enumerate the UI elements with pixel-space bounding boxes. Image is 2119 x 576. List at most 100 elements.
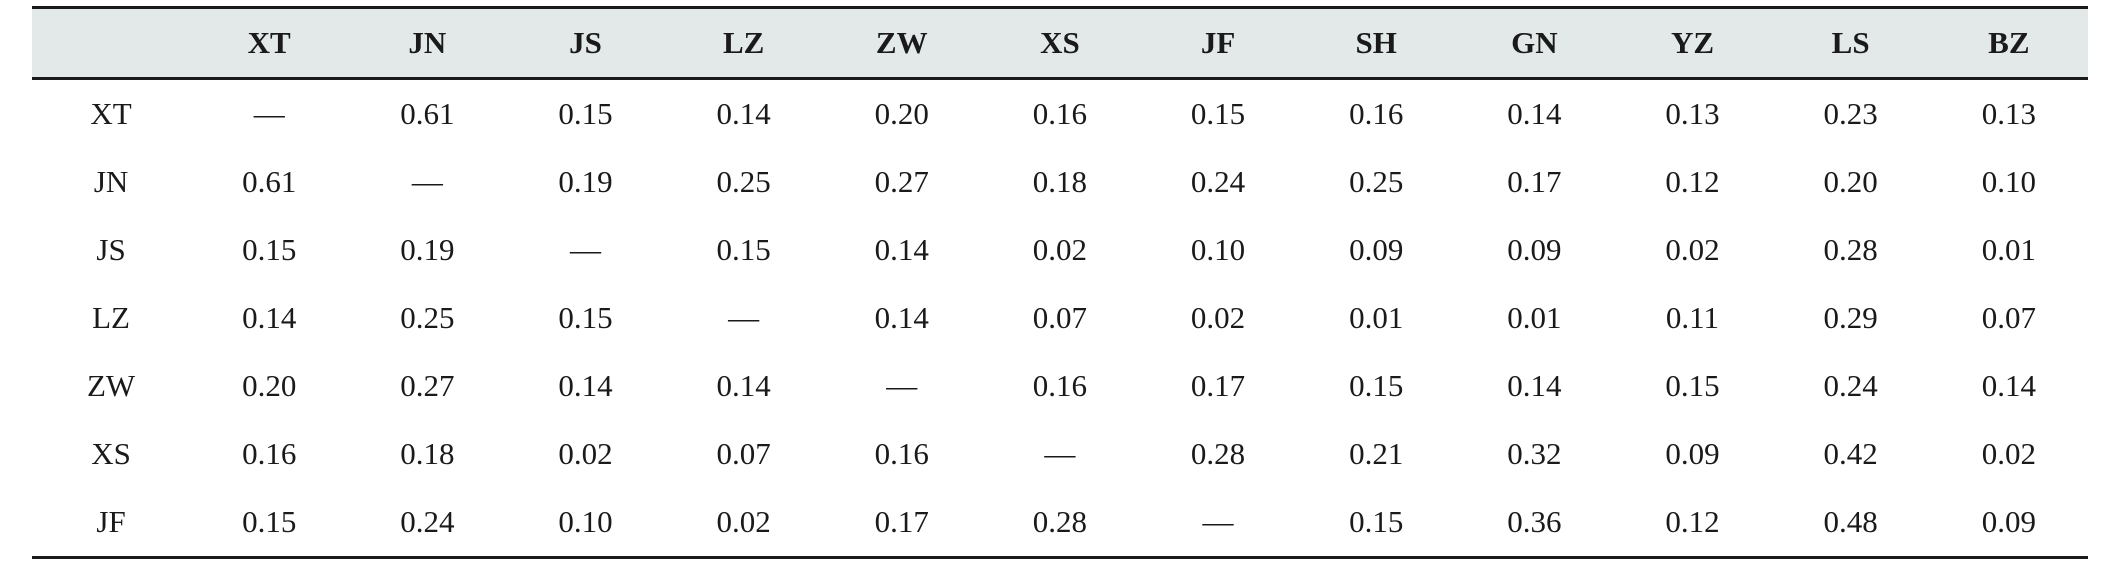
table-cell: 0.18 (1032, 164, 1088, 199)
table-row: JN 0.61 — 0.19 0.25 0.27 0.18 0.24 0.25 0.17 0.12 0… (32, 148, 2088, 216)
column-header: GN (1455, 6, 1614, 80)
table-cell: 0.09 (1665, 436, 1720, 471)
column-header: JN (348, 6, 507, 80)
table-row: JS 0.15 0.19 — 0.15 0.14 0.02 0.10 0.09 0.09 0.02 0… (32, 216, 2088, 284)
table-cell: 0.15 (716, 232, 771, 267)
table-cell: 0.07 (716, 436, 771, 471)
table-cell: 0.15 (190, 488, 349, 559)
table-cell: 0.02 (1190, 300, 1246, 335)
column-header: LS (1771, 6, 1930, 80)
table-cell: 0.24 (1190, 164, 1246, 199)
column-header: JS (506, 6, 665, 80)
table-cell: — (569, 232, 601, 267)
matrix-table-container: XT JN JS LZ ZW XS JF SH GN YZ LS BZ XT — 0.61 0.15 0.14… (32, 6, 2088, 559)
table-cell: 0.17 (1507, 164, 1562, 199)
table-cell: 0.28 (980, 488, 1139, 559)
row-header-cell: ZW (86, 368, 136, 403)
row-header-cell: XT (90, 96, 132, 131)
table-cell: 0.36 (1455, 488, 1614, 559)
table-cell: 0.10 (1981, 164, 2036, 199)
table-cell: — (411, 164, 443, 199)
table-cell: 0.23 (1823, 96, 1878, 131)
table-cell: 0.10 (506, 488, 665, 559)
table-cell: — (1138, 488, 1298, 559)
table-cell: — (728, 300, 760, 335)
table-cell: 0.24 (348, 488, 507, 559)
table-cell: 0.10 (1190, 232, 1246, 267)
table-cell: 0.25 (400, 300, 455, 335)
table-cell: 0.02 (1981, 436, 2036, 471)
column-header: SH (1297, 6, 1456, 80)
table-cell: 0.09 (1507, 232, 1562, 267)
table-cell: 0.24 (1823, 368, 1878, 403)
row-header-cell: XS (91, 436, 131, 471)
table-cell: 0.15 (1665, 368, 1720, 403)
table-cell: 0.14 (1981, 368, 2036, 403)
table-cell: 0.01 (1349, 300, 1404, 335)
table-cell: 0.25 (1349, 164, 1404, 199)
table-cell: 0.19 (400, 232, 455, 267)
table-cell: 0.16 (1349, 96, 1404, 131)
table-cell: 0.20 (1823, 164, 1878, 199)
table-cell: 0.15 (242, 232, 297, 267)
table-cell: 0.13 (1981, 96, 2036, 131)
table-cell: 0.29 (1823, 300, 1878, 335)
table-cell: 0.01 (1981, 232, 2036, 267)
table-cell: 0.17 (1190, 368, 1246, 403)
row-header-cell: LZ (92, 300, 130, 335)
table-cell: 0.16 (1032, 368, 1088, 403)
table-cell: 0.14 (1507, 368, 1562, 403)
table-cell: 0.28 (1823, 232, 1878, 267)
row-header-cell: JF (32, 488, 191, 559)
table-cell: 0.14 (1507, 96, 1562, 131)
table-cell: 0.32 (1507, 436, 1562, 471)
table-cell: 0.14 (558, 368, 613, 403)
table-cell: 0.02 (664, 488, 823, 559)
table-cell: 0.14 (874, 232, 929, 267)
header-cell-corner (32, 6, 191, 80)
table-cell: 0.09 (1929, 488, 2088, 559)
column-header: BZ (1929, 6, 2088, 80)
table-cell: 0.14 (716, 96, 771, 131)
table-cell: 0.61 (400, 96, 455, 131)
table-header: XT JN JS LZ ZW XS JF SH GN YZ LS BZ (32, 6, 2088, 80)
table-cell: 0.28 (1190, 436, 1246, 471)
row-header-cell: JN (93, 164, 129, 199)
row-header-cell: JS (96, 232, 126, 267)
column-header: XS (980, 6, 1139, 80)
table-cell: 0.12 (1665, 164, 1720, 199)
table-row: JF 0.15 0.24 0.10 0.02 0.17 0.28—0.15 0.36 0.12 0… (32, 488, 2088, 559)
table-cell: 0.12 (1613, 488, 1772, 559)
table-cell: 0.02 (558, 436, 613, 471)
table-cell: 0.02 (1032, 232, 1088, 267)
column-header: JF (1138, 6, 1298, 80)
table-cell: 0.17 (822, 488, 981, 559)
table-cell: 0.16 (874, 436, 929, 471)
table-cell: 0.14 (242, 300, 297, 335)
table-cell: 0.42 (1823, 436, 1878, 471)
table-cell: 0.09 (1349, 232, 1404, 267)
column-header: LZ (664, 6, 823, 80)
table-cell: 0.27 (400, 368, 455, 403)
column-header: ZW (822, 6, 981, 80)
table-cell: 0.20 (242, 368, 297, 403)
table-cell: 0.07 (1981, 300, 2036, 335)
table-cell: 0.16 (242, 436, 297, 471)
table-cell: 0.15 (1190, 96, 1246, 131)
table-cell: 0.15 (558, 300, 613, 335)
table-cell: 0.16 (1032, 96, 1088, 131)
table-cell: 0.20 (874, 96, 929, 131)
table-cell: 0.18 (400, 436, 455, 471)
table-cell: 0.27 (874, 164, 929, 199)
header-row: XT JN JS LZ ZW XS JF SH GN YZ LS BZ (32, 6, 2088, 80)
table-cell: 0.13 (1665, 96, 1720, 131)
table-cell: — (886, 368, 918, 403)
table-cell: 0.48 (1771, 488, 1930, 559)
table-cell: 0.15 (1297, 488, 1456, 559)
matrix-table: XT JN JS LZ ZW XS JF SH GN YZ LS BZ XT — 0.61 0.15 0.14… (32, 6, 2088, 559)
column-header: XT (190, 6, 349, 80)
table-row: LZ 0.14 0.25 0.15 — 0.14 0.07 0.02 0.01 0.01 0.11 0… (32, 284, 2088, 352)
table-cell: 0.01 (1507, 300, 1562, 335)
table-cell: 0.21 (1349, 436, 1404, 471)
table-cell: 0.15 (1349, 368, 1404, 403)
